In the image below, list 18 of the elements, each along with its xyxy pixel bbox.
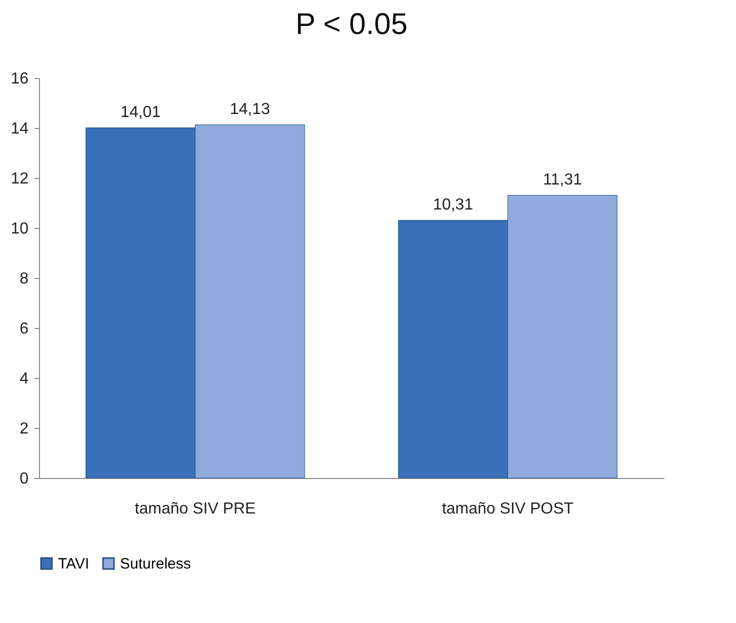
data-label: 14,13 [230,100,270,118]
legend-label: Sutureless [120,556,191,573]
data-label: 11,31 [543,171,582,188]
y-tick-label: 6 [20,320,29,338]
y-tick-label: 16 [10,70,29,88]
data-label: 10,31 [433,196,474,214]
x-tick-label: tamaño SIV POST [442,500,574,518]
y-tick-label: 4 [20,370,29,388]
y-tick-label: 14 [10,120,29,138]
y-tick-label: 0 [20,470,29,488]
y-tick-label: 12 [10,170,29,188]
x-tick-label: tamaño SIV PRE [134,500,256,518]
data-label: 14,01 [120,104,161,121]
chart-title: P < 0.05 [295,8,408,41]
y-tick-label: 8 [20,270,29,288]
y-tick-label: 10 [10,220,29,238]
legend-label: TAVI [58,556,90,573]
y-tick-label: 2 [20,420,29,438]
